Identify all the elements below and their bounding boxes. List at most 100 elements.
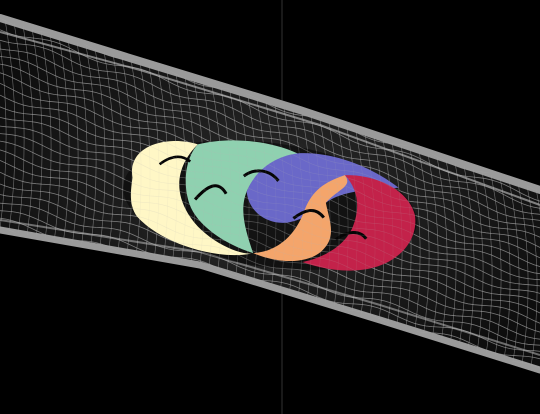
- mesh-ring-line: [445, 159, 457, 346]
- mesh-ring-line: [184, 76, 196, 278]
- swirl-cream-arm: [130, 141, 254, 256]
- mesh-ring-line: [454, 162, 466, 349]
- mesh-longitudinal-line: [0, 210, 540, 352]
- mesh-ring-line: [103, 51, 115, 258]
- mesh-ring-line: [13, 22, 25, 234]
- mesh-longitudinal-line: [0, 56, 540, 221]
- mesh-ring-line: [508, 180, 520, 363]
- mesh-ring-line: [13, 22, 25, 234]
- swirl-shadow-stroke-5: [158, 155, 192, 166]
- mesh-ring-line: [463, 165, 475, 351]
- mesh-ring-line: [139, 62, 151, 267]
- mesh-ring-line: [526, 185, 538, 367]
- mesh-longitudinal-line: [0, 106, 540, 267]
- swirl-shadow-stroke-4: [334, 231, 368, 241]
- swirl-orange-arm: [253, 175, 348, 261]
- mesh-longitudinal-line: [0, 72, 540, 238]
- mesh-ring-line: [436, 157, 448, 344]
- mesh-ring-line: [76, 42, 88, 251]
- mesh-longitudinal-line: [0, 140, 540, 294]
- mesh-ring-line: [157, 68, 169, 271]
- tube-top-highlight: [0, 31, 540, 206]
- mesh-ring-line: [49, 33, 61, 244]
- mesh-ring-line: [391, 142, 403, 332]
- mesh-ring-line: [499, 177, 511, 360]
- mesh-ring-line: [121, 56, 133, 262]
- mesh-ring-line: [373, 137, 385, 327]
- mesh-ring-line: [202, 82, 214, 283]
- mesh-ring-line: [76, 42, 88, 250]
- mesh-ring-line: [355, 131, 367, 323]
- mesh-longitudinal-line: [0, 160, 540, 314]
- mesh-ring-line: [247, 96, 259, 295]
- mesh-ring-line: [130, 59, 142, 264]
- mesh-ring-line: [31, 28, 43, 239]
- mesh-ring-line: [346, 128, 358, 320]
- mesh-longitudinal-line: [0, 94, 540, 259]
- mesh-longitudinal-line: [0, 202, 540, 346]
- mesh-ring-line: [238, 94, 250, 292]
- mesh-ring-line: [94, 48, 106, 255]
- mesh-ring-line: [4, 19, 16, 232]
- mesh-ring-line: [0, 18, 7, 230]
- mesh-ring-line: [31, 28, 43, 239]
- mesh-longitudinal-line: [0, 63, 540, 229]
- mesh-longitudinal-line: [0, 117, 540, 274]
- mesh-ring-line: [220, 88, 232, 288]
- mesh-ring-line: [445, 160, 457, 346]
- mesh-ring-line: [301, 114, 313, 309]
- tube-mesh-overlay: [0, 18, 540, 369]
- mesh-ring-line: [175, 74, 187, 276]
- swirl-shadow-stroke-1: [193, 184, 228, 201]
- mesh-ring-line: [58, 36, 70, 246]
- mesh-ring-line: [364, 134, 376, 325]
- mesh-longitudinal-line: [0, 48, 540, 215]
- mesh-ring-line: [463, 165, 475, 351]
- mesh-longitudinal-line: [0, 18, 540, 193]
- mesh-ring-line: [283, 108, 295, 304]
- mesh-ring-line: [85, 45, 97, 253]
- mesh-ring-line: [112, 53, 124, 260]
- mesh-ring-line: [67, 39, 79, 248]
- tube-top-edge: [0, 14, 540, 194]
- mesh-ring-line: [490, 174, 502, 358]
- mesh-longitudinal-line: [0, 133, 540, 287]
- mesh-ring-line: [112, 53, 124, 260]
- mesh-ring-line: [427, 154, 439, 342]
- mesh-longitudinal-line: [0, 149, 540, 303]
- tube-bottom-edge: [0, 226, 540, 374]
- mesh-longitudinal-line: [0, 56, 540, 221]
- mesh-longitudinal-line: [0, 194, 540, 340]
- mesh-ring-line: [328, 122, 340, 316]
- mesh-ring-line: [472, 168, 484, 353]
- mesh-ring-line: [274, 105, 286, 302]
- mesh-ring-line: [49, 33, 61, 243]
- mesh-ring-line: [22, 25, 34, 237]
- mesh-ring-line: [517, 182, 529, 365]
- mesh-ring-line: [418, 151, 430, 339]
- mesh-ring-line: [265, 102, 277, 299]
- mesh-ring-line: [4, 19, 16, 232]
- swirl-vortex: [123, 140, 417, 271]
- mesh-ring-line: [436, 157, 448, 344]
- mesh-ring-line: [256, 99, 268, 297]
- mesh-ring-line: [22, 25, 34, 236]
- mesh-ring-line: [85, 45, 97, 253]
- mesh-ring-line: [40, 31, 52, 241]
- mesh-longitudinal-line: [0, 48, 540, 215]
- mesh-ring-line: [67, 39, 79, 248]
- mesh-ring-line: [526, 185, 538, 367]
- mesh-ring-line: [508, 180, 520, 362]
- mesh-longitudinal-line: [0, 29, 540, 202]
- mesh-longitudinal-line: [0, 40, 540, 209]
- tube-bottom-highlight: [0, 219, 540, 356]
- mesh-ring-line: [409, 148, 421, 337]
- mesh-ring-line: [427, 154, 439, 341]
- mesh-ring-line: [490, 174, 502, 358]
- mesh-ring-line: [193, 79, 205, 281]
- swirl-shadow-stroke-2: [242, 169, 280, 182]
- mesh-ring-line: [121, 56, 133, 262]
- swirl-shadow-stroke-3: [292, 209, 325, 220]
